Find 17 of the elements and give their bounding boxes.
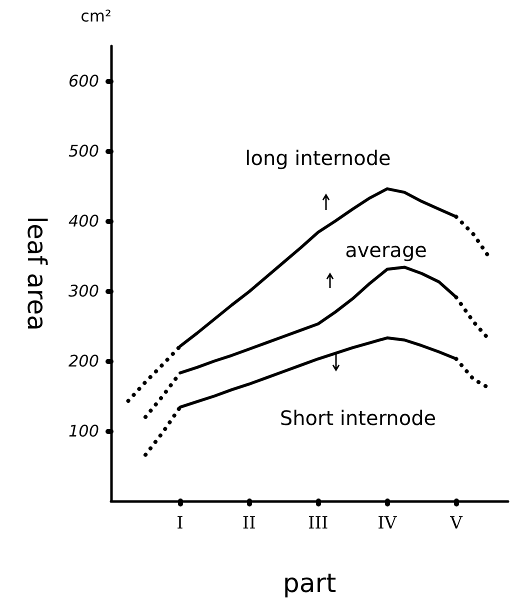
x-tick-label: I: [176, 514, 184, 534]
text: cm²: [80, 6, 112, 26]
annotation: average: [345, 238, 427, 262]
x-tick-label: II: [242, 514, 256, 534]
x-tick-label: III: [308, 514, 328, 534]
y-tick-label: 400: [68, 212, 99, 230]
annotation: long internode: [245, 146, 391, 170]
annotation: Short internode: [280, 406, 436, 430]
y-tick-label: 100: [68, 422, 99, 440]
y-axis-title: leaf area: [21, 216, 51, 331]
x-tick-label: V: [449, 514, 464, 534]
y-tick-label: 500: [68, 142, 99, 160]
y-tick-label: 200: [68, 352, 99, 370]
y-tick-label: 600: [68, 72, 99, 90]
x-tick-label: IV: [378, 514, 398, 534]
y-tick-label: 300: [68, 282, 99, 300]
x-axis-title: part: [282, 569, 336, 599]
